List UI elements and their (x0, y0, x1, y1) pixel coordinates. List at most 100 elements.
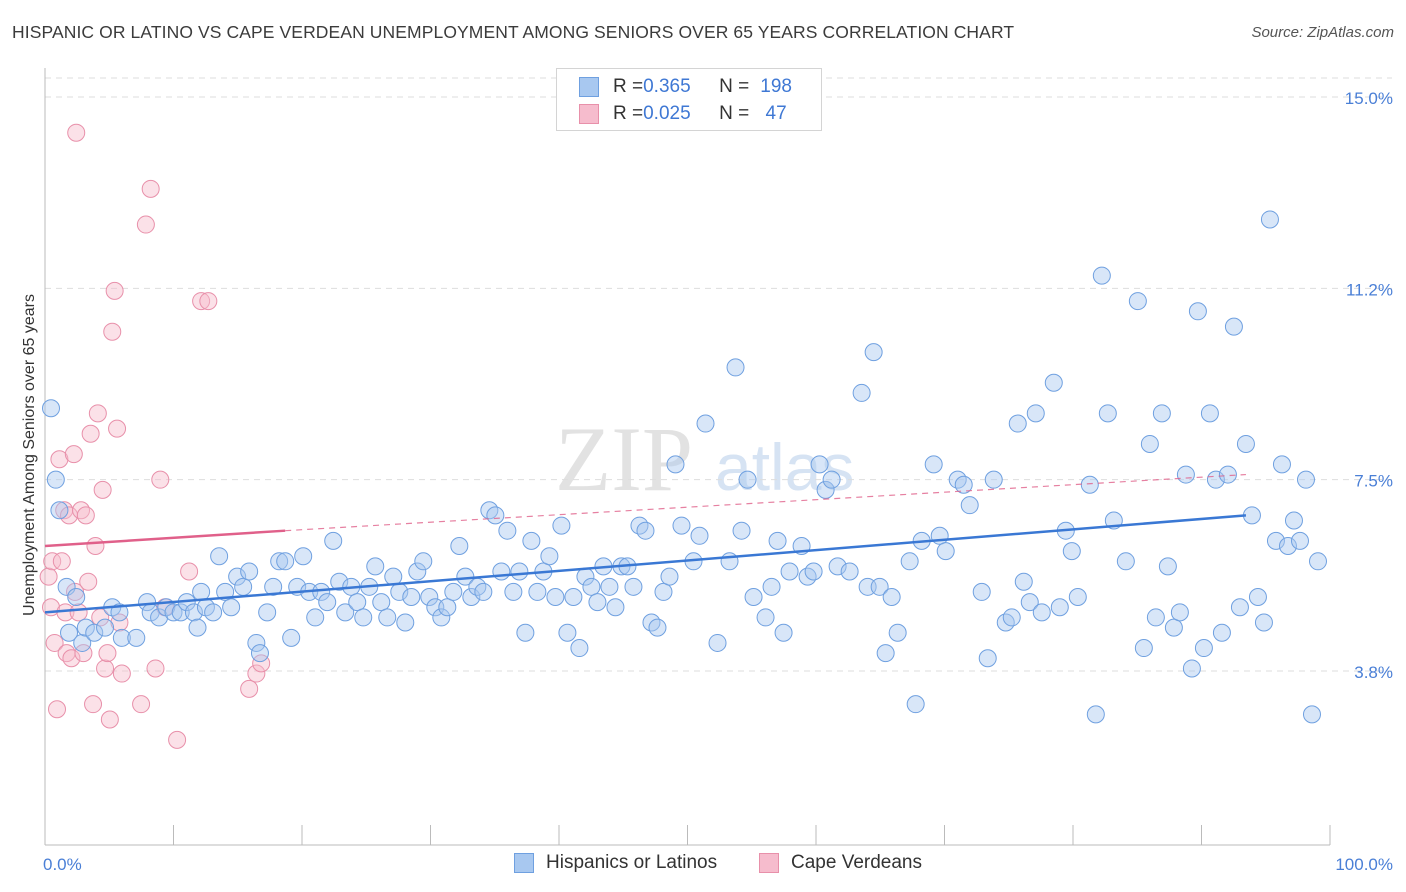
legend-r-label: R = (613, 103, 644, 124)
hispanic-point (690, 526, 709, 545)
chart-title: HISPANIC OR LATINO VS CAPE VERDEAN UNEMP… (12, 22, 1015, 42)
hispanic-point (666, 455, 685, 474)
cape-verdean-point (110, 613, 129, 632)
hispanic-point (708, 633, 727, 652)
hispanic-point (414, 552, 433, 571)
hispanic-point (528, 582, 547, 601)
hispanic-point (1020, 593, 1039, 612)
hispanic-point (318, 593, 337, 612)
cape-verdean-point (50, 450, 69, 469)
hispanic-point (294, 547, 313, 566)
hispanic-point (984, 470, 1003, 489)
legend-label: Hispanics or Latinos (546, 852, 718, 873)
hispanic-point (348, 593, 367, 612)
hispanic-point (1206, 470, 1225, 489)
cape-verdean-point (48, 700, 67, 719)
hispanic-point (504, 582, 523, 601)
hispanic-point (76, 618, 95, 637)
legend-row-cape-verdeans: R = 0.025 N = 47 (579, 102, 796, 126)
hispanic-point (864, 343, 883, 362)
legend-n-value: 198 (760, 76, 792, 97)
hispanic-point (1236, 434, 1255, 453)
hispanic-point (324, 531, 343, 550)
hispanics-points (42, 210, 1327, 724)
hispanic-point (250, 644, 269, 663)
hispanic-point (85, 623, 104, 642)
hispanic-point (1272, 455, 1291, 474)
hispanic-point (378, 608, 397, 627)
cape-verdean-point (86, 536, 105, 555)
hispanic-point (372, 593, 391, 612)
cape-verdean-point (112, 664, 131, 683)
hispanic-point (924, 455, 943, 474)
hispanic-point (1146, 608, 1165, 627)
hispanic-point (660, 567, 679, 586)
hispanic-point (42, 399, 61, 418)
cape-verdean-point (108, 419, 127, 438)
hispanic-point (630, 516, 649, 535)
hispanic-point (870, 577, 889, 596)
legend-item-cape-verdeans: Cape Verdeans (759, 852, 922, 874)
hispanic-point (756, 608, 775, 627)
hispanic-point (510, 562, 529, 581)
hispanic-point (188, 618, 207, 637)
cape-verdean-point (132, 695, 151, 714)
cape-verdean-point (103, 322, 122, 341)
hispanic-point (204, 603, 223, 622)
cape-verdean-point (84, 695, 103, 714)
hispanic-point (1134, 639, 1153, 658)
hispanic-point (46, 470, 65, 489)
hispanic-point (588, 593, 607, 612)
hispanic-point (67, 588, 86, 607)
hispanic-point (1230, 598, 1249, 617)
hispanic-point (732, 521, 751, 540)
hispanic-point (1080, 475, 1099, 494)
hispanic-point (1278, 536, 1297, 555)
legend-row-hispanics: R = 0.365 N = 198 (579, 75, 796, 99)
hispanic-point (258, 603, 277, 622)
hispanic-point (444, 582, 463, 601)
hispanic-point (432, 608, 451, 627)
hispanic-point (852, 383, 871, 402)
hispanic-point (228, 567, 247, 586)
hispanic-point (1284, 511, 1303, 530)
legend-item-hispanics: Hispanics or Latinos (514, 852, 717, 874)
hispanic-point (540, 547, 559, 566)
hispanic-point (216, 582, 235, 601)
hispanic-point (480, 501, 499, 520)
cape-verdean-point (100, 710, 119, 729)
hispanic-point (474, 582, 493, 601)
cape-verdean-point (168, 730, 187, 749)
cape-verdeans-points (39, 123, 271, 749)
cape-verdean-point (45, 633, 64, 652)
hispanic-point (882, 588, 901, 607)
hispanic-point (696, 414, 715, 433)
hispanic-point (1068, 588, 1087, 607)
hispanic-point (1266, 531, 1285, 550)
hispanic-point (744, 588, 763, 607)
hispanic-point (906, 695, 925, 714)
legend-r-value: 0.365 (643, 76, 691, 97)
x-tick-label-min: 0.0% (43, 855, 82, 874)
hispanic-point (1260, 210, 1279, 229)
hispanic-point (396, 613, 415, 632)
hispanic-point (164, 603, 183, 622)
cape-verdean-point (79, 572, 98, 591)
cape-verdean-point (105, 281, 124, 300)
hispanic-point (420, 588, 439, 607)
legend-n-value: 47 (765, 103, 787, 124)
y-tick-label: 7.5% (1354, 472, 1393, 491)
hispanic-point (606, 598, 625, 617)
hispanic-point (110, 603, 129, 622)
hispanic-point (330, 572, 349, 591)
cape-verdean-point (93, 480, 112, 499)
hispanic-point (492, 562, 511, 581)
hispanic-point (636, 521, 655, 540)
hispanic-point (582, 577, 601, 596)
watermark-zip: ZIP (555, 408, 693, 510)
hispanic-point (1248, 588, 1267, 607)
hispanic-point (960, 496, 979, 515)
hispanic-point (1032, 603, 1051, 622)
hispanic-point (138, 593, 157, 612)
